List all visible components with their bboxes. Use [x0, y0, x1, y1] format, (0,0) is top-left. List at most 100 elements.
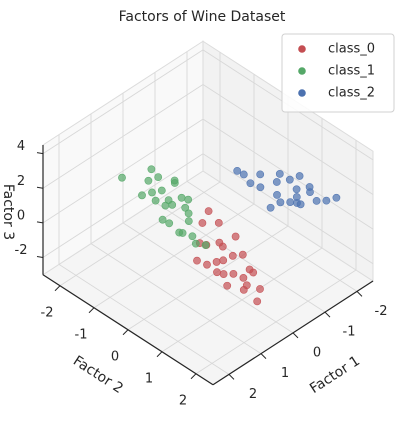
point — [157, 186, 166, 195]
point — [215, 238, 224, 247]
grid-line — [202, 153, 374, 265]
point — [138, 191, 146, 200]
x-axis-line — [212, 280, 374, 386]
point — [181, 203, 190, 212]
point — [148, 188, 156, 197]
point — [286, 198, 295, 206]
point — [177, 193, 186, 202]
grid-line — [161, 247, 323, 353]
y-tick — [190, 373, 197, 380]
legend-marker — [298, 45, 306, 53]
legend-label: class_2 — [328, 86, 375, 101]
legend-marker — [298, 89, 306, 97]
x-tick — [292, 332, 299, 339]
x-tick — [356, 291, 363, 297]
grid-line — [42, 153, 204, 258]
y-tick-label: 0 — [111, 349, 119, 364]
z-tick — [36, 186, 44, 189]
y-tick — [54, 285, 61, 292]
y-tick-label: 2 — [179, 393, 187, 408]
grid-line — [202, 84, 374, 195]
point — [266, 203, 275, 212]
points — [118, 165, 341, 306]
point — [312, 196, 321, 205]
point — [147, 165, 156, 174]
grid-line — [59, 181, 221, 287]
x-tick — [324, 311, 331, 318]
y-tick-label: -1 — [75, 327, 88, 342]
z-tick-label: -2 — [15, 243, 28, 258]
x-tick — [228, 374, 235, 380]
axes: -2 -1 0 1 2 -2 -1 0 1 2 -2 0 2 4 — [15, 139, 388, 408]
point — [273, 191, 281, 199]
point — [305, 183, 314, 191]
point — [151, 196, 160, 205]
y-tick — [122, 329, 129, 336]
y-axis-line — [42, 274, 214, 386]
point — [275, 170, 284, 178]
z-axis-label: Factor 3 — [0, 184, 16, 240]
point — [170, 179, 179, 187]
point — [239, 286, 248, 294]
point — [201, 241, 210, 250]
x-tick-label: 0 — [313, 345, 321, 360]
point — [231, 232, 240, 241]
point — [238, 250, 247, 259]
point — [198, 219, 207, 227]
grid-line — [42, 84, 204, 189]
grid-line — [93, 203, 255, 309]
y-tick — [156, 351, 163, 358]
point — [213, 268, 221, 277]
point — [233, 166, 242, 175]
point — [165, 219, 174, 228]
point — [256, 285, 264, 293]
point — [175, 228, 184, 237]
legend-box — [281, 33, 395, 113]
z-tick-label: 2 — [17, 174, 25, 189]
point — [239, 273, 248, 282]
x-tick — [260, 353, 267, 359]
point — [272, 178, 281, 186]
point — [118, 173, 126, 182]
point — [292, 185, 301, 194]
point — [204, 207, 213, 216]
z-tick — [36, 221, 44, 224]
point — [239, 170, 248, 179]
point — [285, 175, 294, 184]
grid-line — [42, 49, 204, 155]
point — [144, 176, 153, 185]
legend: class_0 class_1 class_2 — [281, 33, 395, 113]
point — [322, 196, 331, 205]
x-tick-label: 1 — [281, 366, 289, 381]
point — [276, 198, 285, 207]
point — [154, 173, 163, 182]
point — [253, 297, 262, 306]
legend-label: class_1 — [328, 64, 375, 79]
point — [158, 215, 167, 224]
grid-line — [195, 269, 357, 375]
grid — [42, 49, 374, 375]
z-tick-label: 4 — [17, 139, 25, 154]
point — [212, 258, 221, 266]
point — [296, 200, 305, 209]
legend-marker — [298, 67, 306, 75]
grid-line — [202, 118, 374, 230]
point — [168, 200, 177, 209]
point — [191, 239, 200, 248]
point — [184, 195, 193, 204]
point — [184, 209, 193, 218]
point — [193, 256, 201, 265]
chart-title: Factors of Wine Dataset — [119, 9, 286, 25]
z-tick — [36, 255, 44, 258]
point — [219, 256, 228, 265]
point — [256, 170, 265, 179]
point — [249, 268, 258, 277]
x-tick-label: 2 — [249, 387, 257, 402]
point — [246, 179, 255, 188]
y-tick — [88, 307, 95, 314]
grid-line — [127, 225, 289, 331]
point — [188, 232, 197, 241]
point — [214, 219, 223, 227]
point — [184, 217, 193, 226]
